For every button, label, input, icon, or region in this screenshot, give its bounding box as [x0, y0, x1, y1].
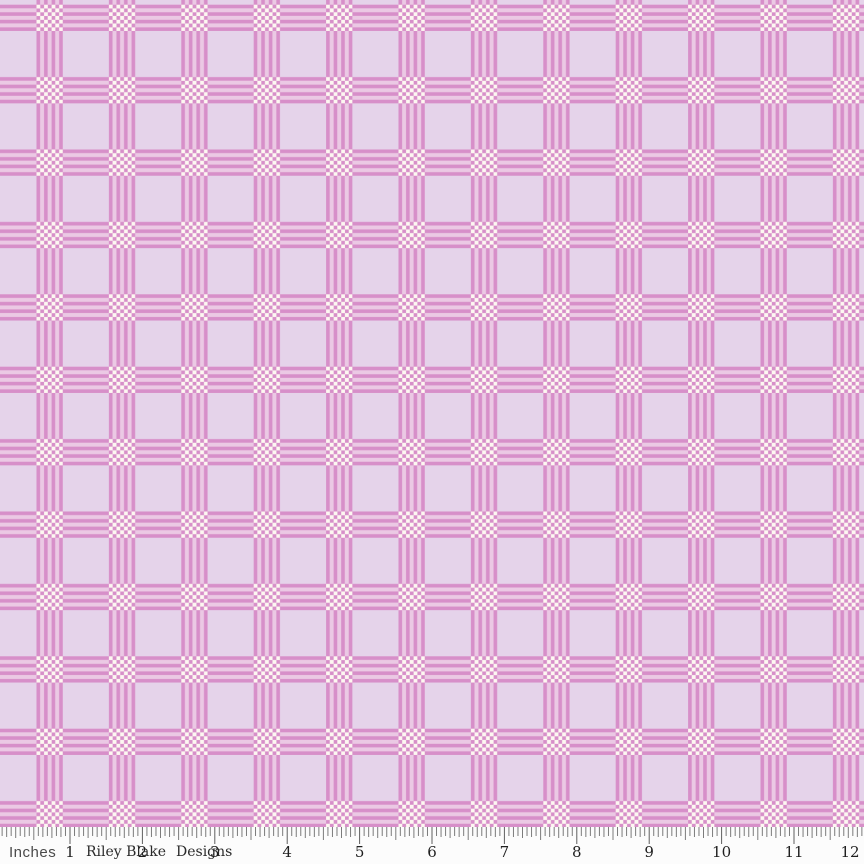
inch-number-9: 9 [644, 843, 654, 861]
inch-number-12: 12 [840, 843, 860, 861]
brand-name-designs: Designs [176, 844, 233, 860]
brand-name-riley-blake: Riley Blake [86, 844, 167, 860]
inch-number-8: 8 [572, 843, 582, 861]
inch-number-6: 6 [427, 843, 437, 861]
inch-number-4: 4 [282, 843, 292, 861]
ruler-unit-label: Inches [9, 844, 57, 861]
inch-number-5: 5 [354, 843, 365, 861]
inch-ruler: Inches Riley Blake Designs 1 2 3 4 5 6 7 8 9 10 11… [0, 827, 864, 864]
inch-number-3: 3 [210, 843, 220, 861]
inch-number-1: 1 [65, 843, 75, 861]
ruler-tick-marks [1, 827, 863, 844]
inch-number-2: 2 [137, 843, 148, 861]
inch-number-11: 11 [784, 843, 804, 861]
inch-number-7: 7 [499, 843, 510, 861]
inch-number-10: 10 [712, 843, 732, 861]
plaid-fabric-pattern [0, 0, 864, 827]
